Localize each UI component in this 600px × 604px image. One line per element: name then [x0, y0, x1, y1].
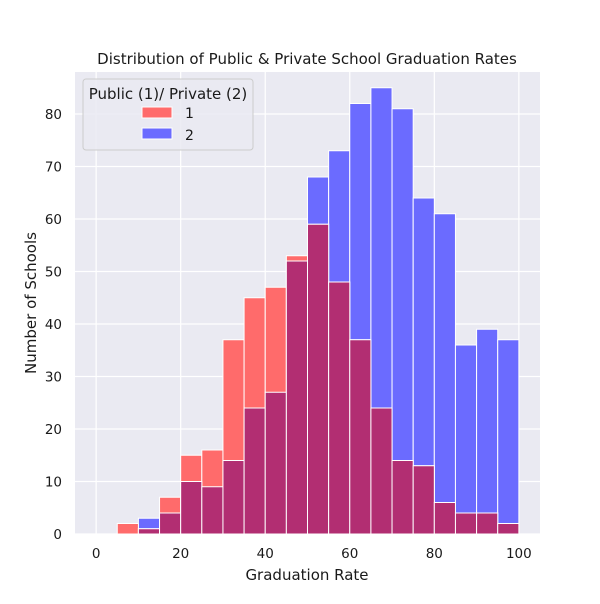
y-tick-label: 80 — [45, 107, 62, 123]
y-tick-label: 70 — [45, 160, 62, 176]
y-tick-label: 50 — [45, 265, 62, 281]
bar-series-2 — [454, 344, 478, 535]
legend-swatch-2 — [141, 127, 173, 140]
bar-series-1 — [116, 523, 139, 535]
bar-overlap — [497, 523, 520, 535]
y-tick-label: 60 — [45, 212, 62, 228]
bar-overlap — [370, 407, 393, 535]
y-axis-label: Number of Schools — [22, 232, 40, 374]
y-tick-label: 20 — [45, 422, 62, 438]
x-tick-label: 40 — [257, 546, 274, 562]
bar-overlap — [349, 339, 372, 535]
bar-series-2 — [433, 213, 456, 535]
legend-label-1: 1 — [185, 106, 194, 122]
bar-overlap — [264, 391, 287, 535]
x-tick-label: 60 — [341, 546, 358, 562]
bar-overlap — [180, 481, 203, 535]
bar-overlap — [307, 223, 330, 535]
bar-overlap — [201, 486, 224, 535]
bar-overlap — [243, 407, 266, 535]
bar-overlap — [412, 465, 435, 535]
y-tick-label: 30 — [45, 370, 62, 386]
bars-group — [116, 87, 520, 535]
y-tick-label: 0 — [53, 527, 62, 543]
bar-overlap — [328, 281, 351, 535]
x-tick-label: 80 — [426, 546, 443, 562]
legend-label-2: 2 — [185, 128, 194, 144]
bar-overlap — [476, 512, 499, 535]
x-tick-label: 0 — [92, 546, 101, 562]
x-tick-label: 20 — [172, 546, 189, 562]
bar-overlap — [137, 528, 161, 535]
legend-swatch-1 — [141, 106, 173, 119]
y-tick-label: 10 — [45, 475, 62, 491]
y-tick-label: 40 — [45, 317, 62, 333]
bar-series-2 — [476, 328, 499, 535]
bar-overlap — [454, 512, 478, 535]
x-axis-label: Graduation Rate — [245, 566, 368, 584]
chart-title: Distribution of Public & Private School … — [97, 50, 517, 68]
bar-series-2 — [497, 339, 520, 535]
bar-overlap — [433, 502, 456, 535]
bar-overlap — [391, 460, 414, 535]
bar-overlap — [159, 512, 182, 535]
legend-title: Public (1)/ Private (2) — [89, 85, 248, 103]
bar-overlap — [285, 260, 309, 535]
legend: Public (1)/ Private (2) 1 2 — [82, 78, 254, 151]
axis-ticks: 0 20 40 60 80 100 0 10 20 30 40 50 60 70 80 — [45, 107, 532, 562]
bar-overlap — [222, 460, 245, 535]
x-tick-label: 100 — [506, 546, 532, 562]
